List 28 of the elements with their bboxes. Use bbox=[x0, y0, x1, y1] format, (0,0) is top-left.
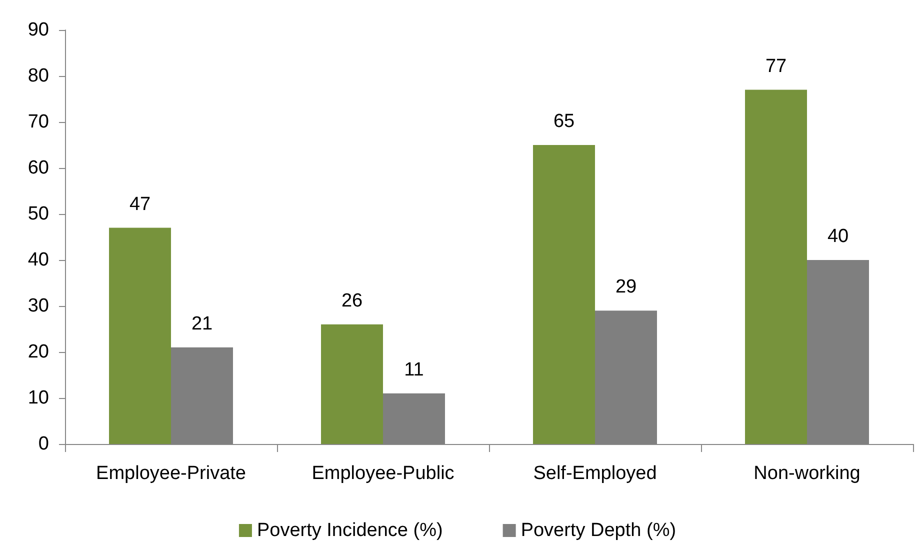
y-tick-label: 70 bbox=[28, 112, 49, 132]
data-label: 47 bbox=[129, 194, 151, 215]
data-label: 26 bbox=[341, 290, 363, 312]
y-tick-label: 50 bbox=[28, 204, 49, 224]
data-label: 40 bbox=[827, 226, 849, 247]
y-tick-label: 60 bbox=[28, 158, 49, 178]
data-label: 65 bbox=[553, 111, 575, 132]
x-tick-label: Self-Employed bbox=[533, 463, 657, 484]
y-tick-label: 80 bbox=[28, 66, 49, 86]
y-tick-label: 20 bbox=[28, 342, 49, 362]
y-tick-label: 40 bbox=[28, 250, 49, 270]
y-tick-label: 0 bbox=[38, 434, 49, 454]
x-tick-label: Employee-Public bbox=[312, 463, 454, 484]
x-tick-label: Employee-Private bbox=[96, 463, 246, 484]
legend-label: Poverty Incidence (%) bbox=[256, 520, 443, 541]
y-tick-label: 90 bbox=[28, 20, 49, 40]
data-label: 77 bbox=[765, 56, 787, 77]
data-label: 29 bbox=[615, 276, 637, 298]
data-label: 21 bbox=[191, 313, 213, 334]
bar bbox=[321, 324, 383, 444]
bar bbox=[533, 145, 595, 444]
y-tick-label: 10 bbox=[28, 388, 49, 408]
bar bbox=[109, 228, 171, 444]
data-label: 11 bbox=[404, 359, 424, 380]
legend-label: Poverty Depth (%) bbox=[520, 520, 676, 541]
bar bbox=[745, 90, 807, 444]
x-tick-label: Non-working bbox=[754, 463, 860, 484]
y-tick-label: 30 bbox=[28, 296, 49, 316]
